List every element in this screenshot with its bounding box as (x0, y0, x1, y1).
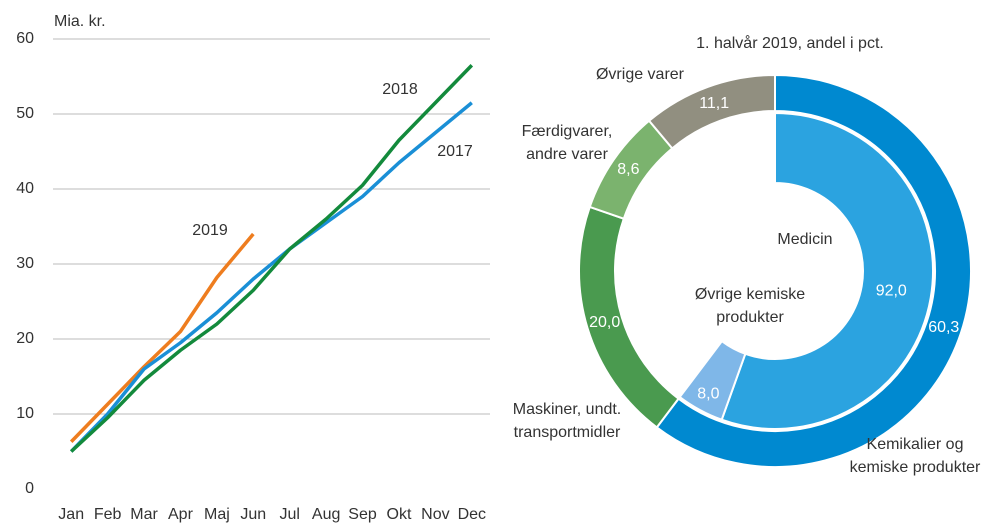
inner-label: Øvrige kemiske (695, 286, 805, 303)
inner-value-label: 92,0 (876, 282, 907, 299)
x-tick-label: Feb (94, 506, 122, 523)
donut-segment (647, 73, 776, 150)
inner-segment (678, 339, 747, 422)
y-axis-label: Mia. kr. (54, 13, 106, 30)
x-tick-label: Apr (168, 506, 194, 523)
segment-label: andre varer (526, 146, 608, 163)
x-tick-label: Dec (458, 506, 486, 523)
line-series (69, 101, 473, 453)
x-tick-label: Jun (240, 506, 266, 523)
y-tick-label: 50 (16, 105, 34, 122)
segment-label: Kemikalier og (867, 436, 964, 453)
segment-label: transportmidler (514, 424, 621, 441)
x-tick-label: Okt (387, 506, 412, 523)
x-tick-label: Maj (204, 506, 230, 523)
x-tick-label: Jan (58, 506, 84, 523)
segment-label: Færdigvarer, (522, 123, 613, 140)
value-label: 11,1 (699, 95, 729, 112)
inner-label: produkter (716, 309, 784, 326)
x-tick-label: Jul (279, 506, 299, 523)
inner-label: Medicin (777, 231, 832, 248)
inner-value-label: 8,0 (697, 385, 719, 402)
series-label: 2017 (437, 143, 473, 160)
series-label: 2018 (382, 81, 418, 98)
donut-segment (655, 73, 972, 468)
value-label: 8,6 (617, 161, 639, 178)
chart-title: 1. halvår 2019, andel i pct. (696, 34, 884, 52)
x-tick-label: Sep (348, 506, 377, 523)
x-tick-label: Aug (312, 506, 340, 523)
value-label: 60,3 (928, 319, 959, 336)
line-series (69, 232, 255, 443)
value-label: 20,0 (589, 314, 620, 331)
x-tick-label: Nov (421, 506, 449, 523)
y-tick-label: 0 (25, 480, 34, 497)
inner-segment (720, 111, 934, 430)
line-series (70, 64, 474, 453)
series-label: 2019 (192, 222, 228, 239)
y-tick-label: 30 (16, 255, 34, 272)
y-tick-label: 10 (16, 405, 34, 422)
segment-label: kemiske produkter (850, 459, 981, 476)
segment-label: Øvrige varer (596, 66, 685, 83)
x-tick-label: Mar (130, 506, 158, 523)
y-tick-label: 60 (16, 30, 34, 47)
segment-label: Maskiner, undt. (513, 401, 622, 418)
y-tick-label: 20 (16, 330, 34, 347)
y-tick-label: 40 (16, 180, 34, 197)
